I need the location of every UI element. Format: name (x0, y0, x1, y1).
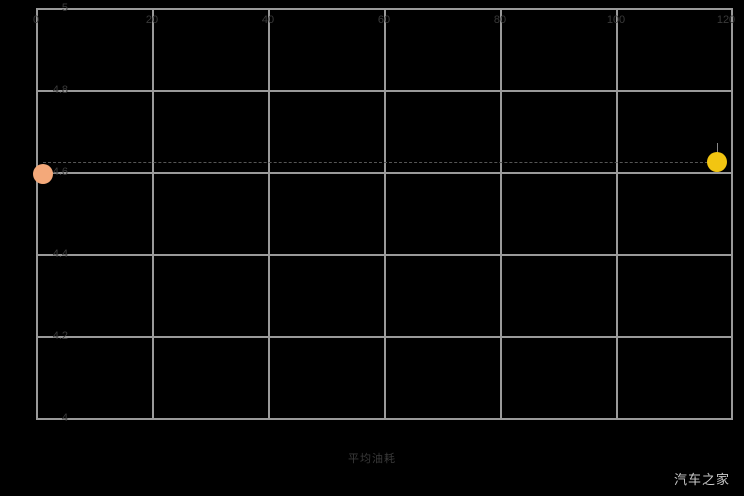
y-axis-line (36, 8, 38, 420)
scatter-chart: 5 4.8 4.6 4.4 4.2 4 0 20 40 60 80 100 12… (0, 0, 744, 496)
x-axis-line (36, 418, 733, 420)
gridline-x-40 (268, 8, 270, 420)
gridline-y-4.6 (36, 172, 733, 174)
x-tick-label-80: 80 (494, 14, 506, 26)
gridline-x-100 (616, 8, 618, 420)
x-tick-label-20: 20 (146, 14, 158, 26)
x-tick-label-60: 60 (378, 14, 390, 26)
gridline-x-60 (384, 8, 386, 420)
gridline-y-4.4 (36, 254, 733, 256)
gridline-x-120 (731, 8, 733, 420)
gridline-x-20 (152, 8, 154, 420)
y-tick-label-4: 4 (38, 412, 68, 424)
x-tick-label-100: 100 (607, 14, 625, 26)
y-tick-label-4.4: 4.4 (38, 248, 68, 260)
y-tick-label-4.2: 4.2 (38, 330, 68, 342)
gridline-y-4.8 (36, 90, 733, 92)
watermark-logo: 汽车之家 (674, 469, 730, 488)
gridline-y-5 (36, 8, 733, 10)
gridline-y-4.2 (36, 336, 733, 338)
y-tick-label-5: 5 (38, 2, 68, 14)
data-point-orange[interactable] (33, 164, 53, 184)
gridline-x-80 (500, 8, 502, 420)
x-tick-label-120: 120 (717, 14, 735, 26)
annotation-dashed-line (43, 162, 723, 163)
data-point-yellow[interactable] (707, 152, 727, 172)
x-axis-title: 平均油耗 (348, 450, 396, 466)
plot-area: 5 4.8 4.6 4.4 4.2 4 0 20 40 60 80 100 12… (36, 8, 733, 420)
x-tick-label-0: 0 (33, 14, 39, 26)
y-tick-label-4.8: 4.8 (38, 84, 68, 96)
x-tick-label-40: 40 (262, 14, 274, 26)
